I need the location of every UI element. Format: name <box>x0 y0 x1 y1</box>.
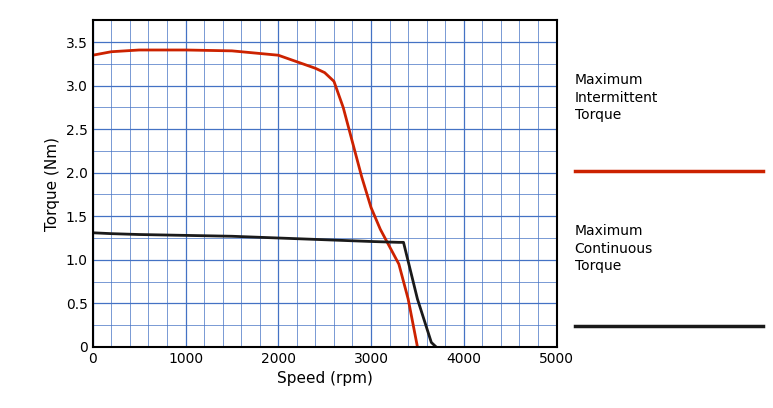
Y-axis label: Torque (Nm): Torque (Nm) <box>46 137 60 231</box>
X-axis label: Speed (rpm): Speed (rpm) <box>277 371 373 386</box>
Text: Maximum
Continuous
Torque: Maximum Continuous Torque <box>575 224 653 273</box>
Text: Maximum
Intermittent
Torque: Maximum Intermittent Torque <box>575 73 658 122</box>
